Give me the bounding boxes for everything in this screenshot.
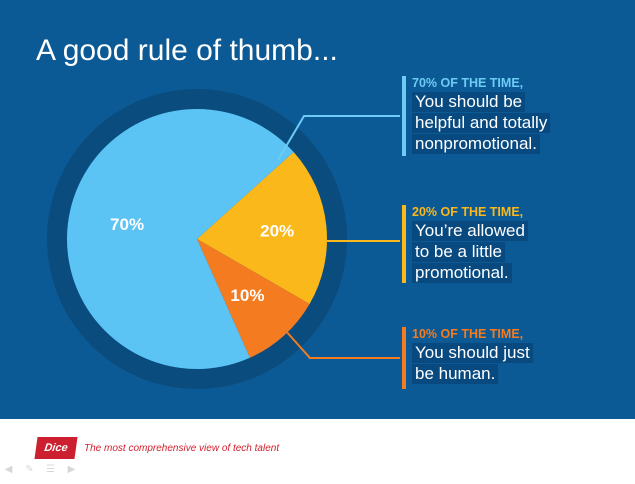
next-icon[interactable]: ▶ — [67, 464, 76, 475]
previous-icon[interactable]: ◀ — [4, 464, 13, 475]
callout-10-line-2: be human. — [412, 364, 499, 384]
callout-70-line-1: You should be — [412, 92, 526, 112]
menu-icon[interactable]: ☰ — [46, 464, 55, 475]
footer-tagline: The most comprehensive view of tech tale… — [84, 443, 280, 454]
callout-20-line-3: promotional. — [412, 263, 512, 283]
callout-10-heading: 10% OF THE TIME, — [412, 327, 524, 341]
leader-line-70 — [277, 115, 400, 161]
pie-slice-20 — [197, 152, 327, 304]
leader-line-10 — [284, 329, 400, 359]
callout-70-bar — [402, 76, 406, 156]
callout-20-line-2: to be a little — [412, 242, 505, 262]
callout-70: 70% OF THE TIME, You should be helpful a… — [402, 76, 602, 156]
pen-icon[interactable]: ✎ — [25, 464, 34, 475]
callout-20: 20% OF THE TIME, You’re allowed to be a … — [402, 205, 602, 283]
pie-chart: 70% 20% 10% — [47, 89, 400, 389]
pie-label-20: 20% — [260, 222, 294, 241]
callout-10-bar — [402, 327, 406, 389]
callout-70-line-2: helpful and totally — [412, 113, 551, 133]
callout-70-line-3: nonpromotional. — [412, 134, 540, 154]
callout-20-heading: 20% OF THE TIME, — [412, 205, 524, 219]
dice-logo[interactable]: Dice — [34, 437, 78, 459]
callout-10-line-1: You should just — [412, 343, 533, 363]
slide-toolbar: ◀ ✎ ☰ ▶ — [2, 465, 78, 475]
callout-70-heading: 70% OF THE TIME, — [412, 76, 524, 90]
slide: A good rule of thumb... 70% 20% 10% 70% OF… — [0, 0, 635, 419]
pie-label-70: 70% — [110, 215, 144, 234]
pie-slice-10 — [197, 239, 310, 358]
callout-20-line-1: You’re allowed — [412, 221, 528, 241]
pie-label-10: 10% — [230, 286, 264, 305]
callout-10: 10% OF THE TIME, You should just be huma… — [402, 327, 602, 389]
slide-title: A good rule of thumb... — [36, 34, 338, 67]
callout-20-bar — [402, 205, 406, 283]
pie-slice-70 — [66, 108, 294, 369]
footer: Dice The most comprehensive view of tech… — [0, 419, 635, 484]
